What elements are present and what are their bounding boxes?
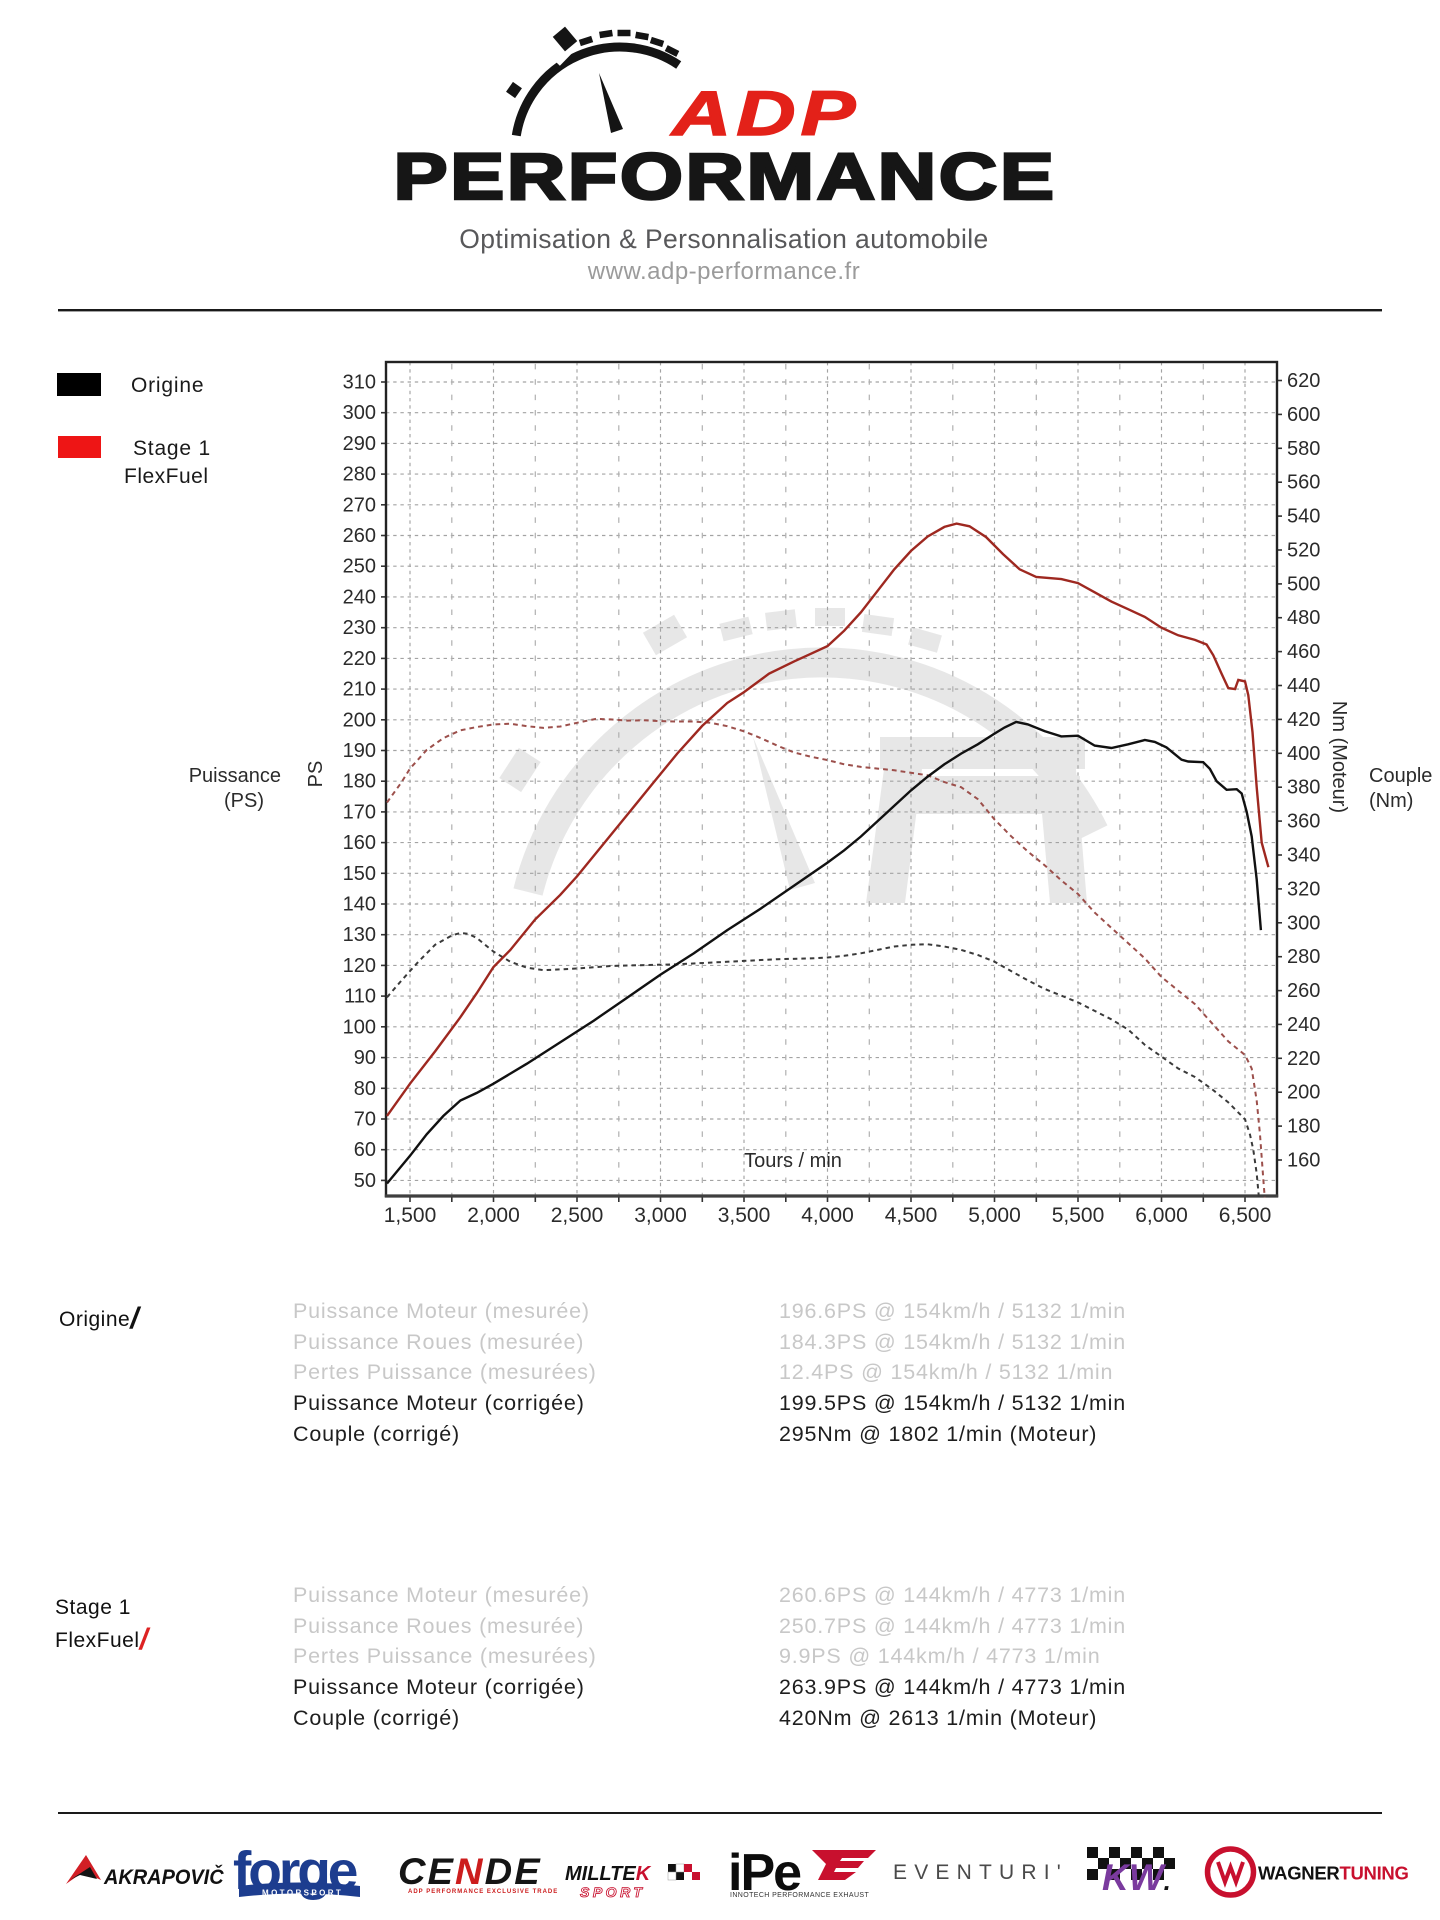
svg-text:3,500: 3,500	[718, 1204, 771, 1227]
svg-text:Couple: Couple	[1369, 765, 1432, 787]
svg-text:80: 80	[354, 1078, 376, 1100]
svg-text:170: 170	[343, 801, 376, 823]
svg-text:310: 310	[343, 372, 376, 394]
svg-text:140: 140	[343, 894, 376, 916]
svg-text:CENDE: CENDE	[398, 1851, 542, 1892]
svg-text:5,500: 5,500	[1052, 1204, 1105, 1227]
svg-text:(Nm): (Nm)	[1369, 790, 1413, 812]
svg-text:190: 190	[343, 740, 376, 762]
svg-text:280: 280	[343, 464, 376, 486]
svg-text:360: 360	[1287, 811, 1320, 833]
svg-text:PERFORMANCE: PERFORMANCE	[394, 139, 1057, 213]
svg-text:180: 180	[1287, 1116, 1320, 1138]
svg-text:2,000: 2,000	[467, 1204, 520, 1227]
svg-text:340: 340	[1287, 845, 1320, 867]
svg-text:240: 240	[343, 586, 376, 608]
svg-text:AKRAPOVIČ: AKRAPOVIČ	[103, 1865, 225, 1890]
svg-text:210: 210	[343, 679, 376, 701]
svg-text:MOTORSPORT: MOTORSPORT	[262, 1889, 343, 1898]
svg-text:160: 160	[1287, 1150, 1320, 1172]
svg-text:400: 400	[1287, 743, 1320, 765]
svg-text:560: 560	[1287, 472, 1320, 494]
svg-text:Puissance: Puissance	[189, 765, 281, 787]
svg-text:www.adp-performance.fr: www.adp-performance.fr	[587, 258, 860, 285]
svg-text:240: 240	[1287, 1014, 1320, 1036]
svg-text:220: 220	[343, 648, 376, 670]
svg-text:Nm (Moteur): Nm (Moteur)	[1328, 701, 1350, 813]
svg-text:6,000: 6,000	[1135, 1204, 1188, 1227]
svg-text:300: 300	[343, 402, 376, 424]
svg-text:540: 540	[1287, 506, 1320, 528]
svg-text:110: 110	[344, 986, 376, 1008]
svg-text:520: 520	[1287, 540, 1320, 562]
svg-text:INNOTECH PERFORMANCE EXHAUST: INNOTECH PERFORMANCE EXHAUST	[730, 1892, 869, 1899]
svg-text:230: 230	[343, 617, 376, 639]
svg-text:ADP PERFORMANCE EXCLUSIVE TRAD: ADP PERFORMANCE EXCLUSIVE TRADE	[408, 1889, 558, 1895]
svg-text:EVENTURI': EVENTURI'	[893, 1861, 1068, 1884]
svg-text:220: 220	[1287, 1048, 1320, 1070]
svg-text:200: 200	[343, 709, 376, 731]
svg-text:620: 620	[1287, 370, 1320, 392]
svg-text:2,500: 2,500	[551, 1204, 604, 1227]
svg-text:200: 200	[1287, 1082, 1320, 1104]
svg-text:580: 580	[1287, 438, 1320, 460]
svg-text:300: 300	[1287, 912, 1320, 934]
svg-text:PS: PS	[305, 761, 327, 788]
svg-text:70: 70	[354, 1109, 376, 1131]
svg-text:3,000: 3,000	[634, 1204, 687, 1227]
svg-text:380: 380	[1287, 777, 1320, 799]
svg-text:1,500: 1,500	[384, 1204, 437, 1227]
svg-text:500: 500	[1287, 573, 1320, 595]
svg-text:160: 160	[343, 832, 376, 854]
svg-text:260: 260	[343, 525, 376, 547]
svg-text:5,000: 5,000	[968, 1204, 1021, 1227]
svg-text:480: 480	[1287, 607, 1320, 629]
svg-text:50: 50	[354, 1170, 376, 1192]
svg-text:4,000: 4,000	[801, 1204, 854, 1227]
svg-text:4,500: 4,500	[885, 1204, 938, 1227]
svg-text:270: 270	[343, 494, 376, 516]
svg-text:280: 280	[1287, 946, 1320, 968]
svg-text:6,500: 6,500	[1219, 1204, 1272, 1227]
svg-text:130: 130	[343, 924, 376, 946]
svg-text:Origine: Origine	[131, 374, 204, 397]
svg-text:Optimisation & Personnalisatio: Optimisation & Personnalisation automobi…	[459, 224, 988, 254]
svg-text:Tours / min: Tours / min	[744, 1150, 842, 1172]
svg-text:ADP: ADP	[670, 79, 861, 149]
svg-text:(PS): (PS)	[224, 790, 264, 812]
svg-text:Stage 1: Stage 1	[133, 437, 211, 460]
svg-text:460: 460	[1287, 641, 1320, 663]
svg-text:150: 150	[343, 863, 376, 885]
svg-text:440: 440	[1287, 675, 1320, 697]
svg-text:iPe: iPe	[728, 1844, 801, 1902]
svg-text:FlexFuel: FlexFuel	[124, 465, 209, 488]
svg-text:WAGNERTUNING: WAGNERTUNING	[1258, 1863, 1409, 1884]
svg-text:320: 320	[1287, 878, 1320, 900]
svg-text:250: 250	[343, 556, 376, 578]
svg-text:MILLTEK: MILLTEK	[565, 1863, 652, 1885]
svg-text:260: 260	[1287, 980, 1320, 1002]
svg-text:SPORT: SPORT	[580, 1884, 645, 1900]
svg-text:420: 420	[1287, 709, 1320, 731]
svg-text:600: 600	[1287, 404, 1320, 426]
svg-text:180: 180	[343, 771, 376, 793]
svg-text:60: 60	[354, 1139, 376, 1161]
svg-text:120: 120	[343, 955, 376, 977]
svg-text:KW.: KW.	[1102, 1857, 1171, 1898]
svg-text:90: 90	[354, 1047, 376, 1069]
svg-text:290: 290	[343, 433, 376, 455]
svg-text:100: 100	[343, 1016, 376, 1038]
